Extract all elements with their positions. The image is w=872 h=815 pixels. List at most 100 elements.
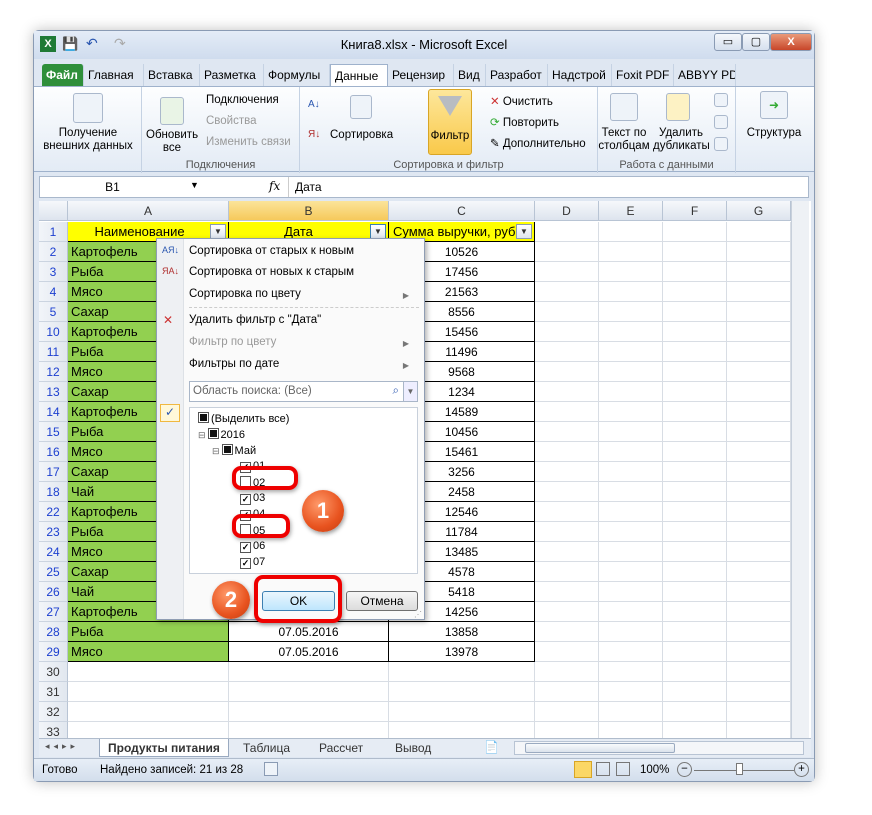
cell[interactable] xyxy=(663,262,727,282)
cell[interactable] xyxy=(663,282,727,302)
cell-date[interactable]: 07.05.2016 xyxy=(229,642,389,662)
cell[interactable] xyxy=(535,622,599,642)
fx-icon[interactable]: fx xyxy=(269,179,281,193)
connections-button[interactable]: Подключения xyxy=(206,94,279,106)
resize-grip-icon[interactable]: ⋰ xyxy=(414,610,422,619)
row-header[interactable]: 14 xyxy=(39,402,68,422)
cell[interactable] xyxy=(663,382,727,402)
sheet-tab-2[interactable]: Рассчет xyxy=(319,741,364,755)
cell[interactable] xyxy=(599,422,663,442)
cell[interactable] xyxy=(599,322,663,342)
cell[interactable] xyxy=(599,662,663,682)
row-header[interactable]: 24 xyxy=(39,542,68,562)
filter-search-input[interactable]: Область поиска: (Все) ⌕ ▼ xyxy=(189,381,418,402)
cell[interactable] xyxy=(727,622,791,642)
tab-5[interactable]: Данные xyxy=(330,64,388,86)
column-header-F[interactable]: F xyxy=(663,201,727,221)
cell[interactable] xyxy=(663,582,727,602)
row-header[interactable]: 5 xyxy=(39,302,68,322)
row-header[interactable]: 26 xyxy=(39,582,68,602)
tab-4[interactable]: Формулы xyxy=(264,64,330,86)
normal-view-icon[interactable] xyxy=(574,761,592,778)
collapse-icon[interactable]: ⊟ xyxy=(198,430,206,440)
cell[interactable] xyxy=(535,502,599,522)
cell[interactable] xyxy=(535,302,599,322)
checkbox-checked[interactable]: ✓ xyxy=(240,542,251,553)
cell[interactable] xyxy=(535,422,599,442)
ok-button[interactable]: OK xyxy=(262,591,335,611)
cell[interactable] xyxy=(535,542,599,562)
tab-8[interactable]: Разработ xyxy=(486,64,548,86)
filter-button[interactable]: Фильтр xyxy=(428,89,472,155)
cell[interactable] xyxy=(727,302,791,322)
cell[interactable] xyxy=(599,602,663,622)
insert-sheet-icon[interactable]: 📄 xyxy=(484,740,499,754)
sort-az-icon[interactable]: А↓ xyxy=(308,99,320,110)
tab-6[interactable]: Рецензир xyxy=(388,64,454,86)
tab-7[interactable]: Вид xyxy=(454,64,486,86)
cell-sum[interactable]: 13978 xyxy=(389,642,535,662)
column-header-D[interactable]: D xyxy=(535,201,599,221)
cell[interactable] xyxy=(599,442,663,462)
cell[interactable] xyxy=(727,442,791,462)
cell[interactable] xyxy=(663,402,727,422)
column-header-E[interactable]: E xyxy=(599,201,663,221)
menu-date-filters[interactable]: Фильтры по дате ▶ xyxy=(189,358,419,370)
row-header[interactable]: 3 xyxy=(39,262,68,282)
cell[interactable] xyxy=(599,342,663,362)
maximize-button[interactable]: ▢ xyxy=(742,33,770,51)
cell[interactable] xyxy=(599,482,663,502)
cell[interactable] xyxy=(599,642,663,662)
cell-sum[interactable]: 14589 xyxy=(389,402,535,422)
cell[interactable] xyxy=(727,602,791,622)
checkbox-partial[interactable] xyxy=(221,444,233,455)
tree-item[interactable]: ⊟ Май xyxy=(212,444,256,458)
cell[interactable] xyxy=(535,682,599,702)
cell-sum[interactable]: 21563 xyxy=(389,282,535,302)
cell[interactable] xyxy=(727,702,791,722)
cell-sum[interactable]: 8556 xyxy=(389,302,535,322)
tree-item[interactable]: (Выделить все) xyxy=(198,412,289,426)
name-box-dropdown-icon[interactable]: ▼ xyxy=(190,180,199,190)
cell[interactable] xyxy=(599,262,663,282)
tree-item[interactable]: ✓ 03 xyxy=(240,492,265,505)
cell-sum[interactable]: 9568 xyxy=(389,362,535,382)
cell[interactable] xyxy=(663,302,727,322)
cell[interactable] xyxy=(663,322,727,342)
column-header-G[interactable]: G xyxy=(727,201,791,221)
cell[interactable] xyxy=(535,222,599,242)
sort-button[interactable]: Сортировка xyxy=(330,129,394,141)
advanced-button[interactable]: ✎ Дополнительно xyxy=(490,136,586,150)
cell[interactable] xyxy=(229,662,389,682)
cell[interactable] xyxy=(229,682,389,702)
cell[interactable] xyxy=(68,702,229,722)
cell-sum[interactable]: 1234 xyxy=(389,382,535,402)
row-header[interactable]: 13 xyxy=(39,382,68,402)
column-header-A[interactable]: A xyxy=(68,201,229,221)
row-header[interactable]: 1 xyxy=(39,222,68,242)
checkbox-partial[interactable] xyxy=(207,428,219,439)
cell[interactable] xyxy=(727,402,791,422)
cell[interactable] xyxy=(663,522,727,542)
cell-sum[interactable]: 11496 xyxy=(389,342,535,362)
row-header[interactable]: 27 xyxy=(39,602,68,622)
row-header[interactable]: 25 xyxy=(39,562,68,582)
zoom-out-icon[interactable]: − xyxy=(677,762,692,777)
data-validation-icon[interactable] xyxy=(714,93,728,107)
tab-2[interactable]: Вставка xyxy=(144,64,200,86)
cell[interactable] xyxy=(663,542,727,562)
cell[interactable] xyxy=(663,682,727,702)
cell[interactable] xyxy=(535,462,599,482)
cell[interactable] xyxy=(663,662,727,682)
close-button[interactable]: X xyxy=(770,33,812,51)
cell[interactable] xyxy=(727,262,791,282)
row-header[interactable]: 18 xyxy=(39,482,68,502)
cell[interactable] xyxy=(68,682,229,702)
search-scope-dropdown-icon[interactable]: ▼ xyxy=(403,382,417,401)
sheet-tab-3[interactable]: Вывод xyxy=(395,741,432,755)
tab-1[interactable]: Главная xyxy=(84,64,144,86)
cell[interactable] xyxy=(663,702,727,722)
cell[interactable] xyxy=(599,462,663,482)
cell[interactable] xyxy=(599,562,663,582)
cell[interactable] xyxy=(599,302,663,322)
